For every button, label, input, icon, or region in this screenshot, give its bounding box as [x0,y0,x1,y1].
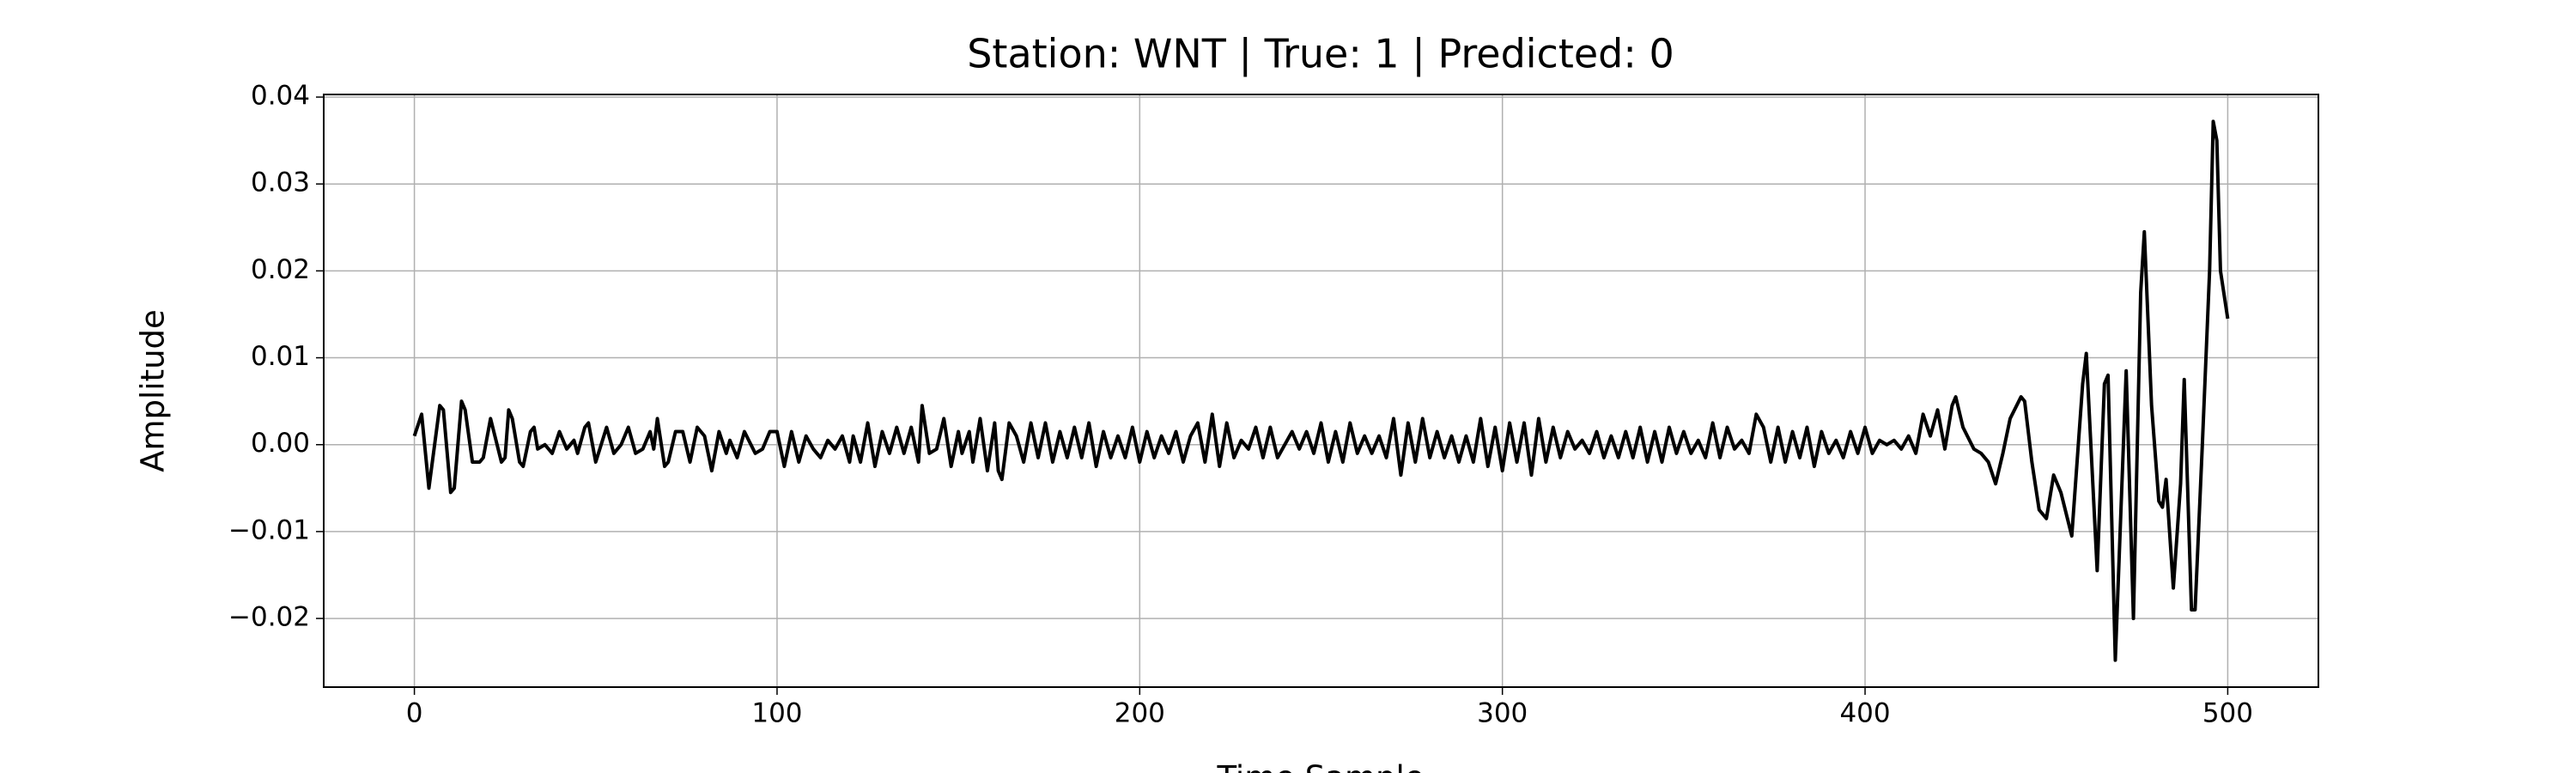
x-tick-label: 0 [406,698,423,729]
y-tick-label: 0.00 [251,428,310,459]
plot-frame [323,94,2319,688]
y-tick-label: 0.01 [251,341,310,372]
x-tick-label: 100 [751,698,802,729]
x-tick-label: 300 [1477,698,1528,729]
y-tick-label: 0.02 [251,254,310,285]
y-tick-label: 0.03 [251,167,310,198]
line-series [412,119,2230,662]
chart-title: Station: WNT | True: 1 | Predicted: 0 [967,31,1674,78]
y-tick-label: −0.02 [228,602,310,633]
x-tick-label: 400 [1839,698,1890,729]
x-tick-label: 500 [2202,698,2253,729]
x-tick-label: 200 [1115,698,1165,729]
y-tick-label: 0.04 [251,81,310,112]
x-axis-label: Time Sample [1216,759,1424,773]
y-axis-label: Amplitude [135,309,172,472]
y-tick-label: −0.01 [228,514,310,545]
